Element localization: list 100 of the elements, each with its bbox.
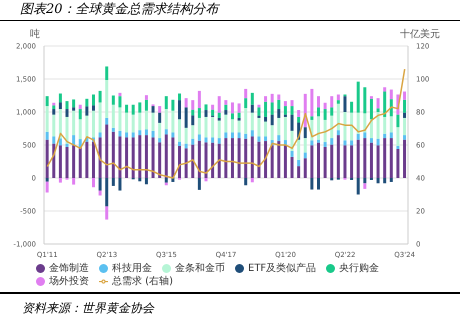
bar	[376, 145, 380, 178]
bar	[270, 94, 274, 102]
bar	[58, 145, 62, 178]
bar	[264, 102, 268, 117]
bar	[52, 105, 56, 110]
bar	[204, 104, 208, 110]
bar	[46, 182, 49, 193]
bar	[224, 114, 228, 132]
bar	[264, 116, 268, 122]
bar	[250, 112, 254, 130]
bar	[218, 118, 221, 121]
line-series	[46, 68, 406, 179]
bar	[218, 138, 221, 144]
bar	[171, 110, 174, 132]
bar	[277, 100, 280, 110]
bar	[112, 104, 115, 128]
bar	[204, 116, 208, 138]
bar	[376, 108, 380, 112]
bar	[363, 132, 366, 138]
bar	[72, 178, 76, 185]
bar	[230, 119, 234, 132]
bar	[152, 106, 155, 113]
bar	[310, 140, 314, 146]
bar	[144, 129, 148, 136]
bar	[376, 112, 380, 139]
bar	[158, 122, 162, 138]
legend-label: ETF及类似产品	[248, 263, 316, 274]
bar	[132, 114, 135, 132]
bar	[297, 110, 300, 117]
y2-axis-title: 十亿美元	[400, 28, 440, 41]
bar	[324, 142, 327, 147]
bar	[250, 136, 254, 178]
bar	[105, 178, 108, 206]
bar	[152, 130, 155, 138]
bar	[171, 132, 174, 138]
bar	[158, 142, 162, 178]
bar	[304, 138, 307, 153]
bar	[376, 138, 380, 146]
bar	[336, 104, 340, 130]
bar	[125, 104, 128, 113]
bar	[370, 98, 373, 120]
bar	[198, 118, 201, 134]
bar	[72, 99, 76, 108]
bar	[204, 142, 208, 178]
bar	[270, 114, 274, 126]
bar	[250, 130, 254, 136]
bar	[211, 116, 214, 138]
bar	[118, 96, 122, 108]
bar	[310, 88, 314, 116]
bar	[72, 145, 76, 178]
bar	[85, 142, 88, 178]
bar	[297, 140, 300, 160]
bar	[403, 112, 406, 118]
bar	[112, 96, 115, 105]
bar	[324, 109, 327, 120]
bar	[105, 118, 108, 125]
bar	[330, 96, 334, 108]
bar	[264, 136, 268, 142]
bar	[191, 100, 194, 110]
bar	[144, 178, 148, 184]
bar	[78, 139, 82, 147]
bar	[297, 160, 300, 166]
bar	[92, 105, 95, 111]
bar	[330, 144, 334, 178]
bar	[138, 102, 142, 113]
bar	[336, 135, 340, 178]
bar	[317, 142, 320, 178]
bar	[218, 96, 221, 113]
bar	[304, 152, 307, 158]
bar	[363, 178, 366, 184]
bar	[270, 102, 274, 115]
bar	[85, 98, 88, 106]
bar	[277, 118, 280, 136]
bar	[46, 178, 49, 182]
bar	[324, 102, 327, 110]
bar	[317, 178, 320, 190]
bar	[98, 178, 102, 191]
bar	[350, 102, 354, 113]
bar	[211, 110, 214, 116]
bar	[230, 132, 234, 138]
bar	[85, 106, 88, 116]
bar	[290, 150, 294, 157]
bar	[218, 120, 221, 138]
bar	[98, 190, 102, 196]
bar	[46, 106, 49, 132]
bar	[112, 132, 115, 178]
bar	[164, 178, 168, 183]
bar	[211, 137, 214, 143]
bar	[224, 132, 228, 138]
bar	[230, 113, 234, 120]
bar	[383, 178, 386, 184]
bar	[238, 112, 241, 118]
bar	[383, 134, 386, 138]
bar	[178, 100, 182, 120]
bar	[376, 98, 380, 108]
bar	[144, 110, 148, 130]
bar	[370, 96, 373, 99]
bar	[164, 109, 168, 130]
bar	[164, 129, 168, 134]
bar	[58, 94, 62, 102]
